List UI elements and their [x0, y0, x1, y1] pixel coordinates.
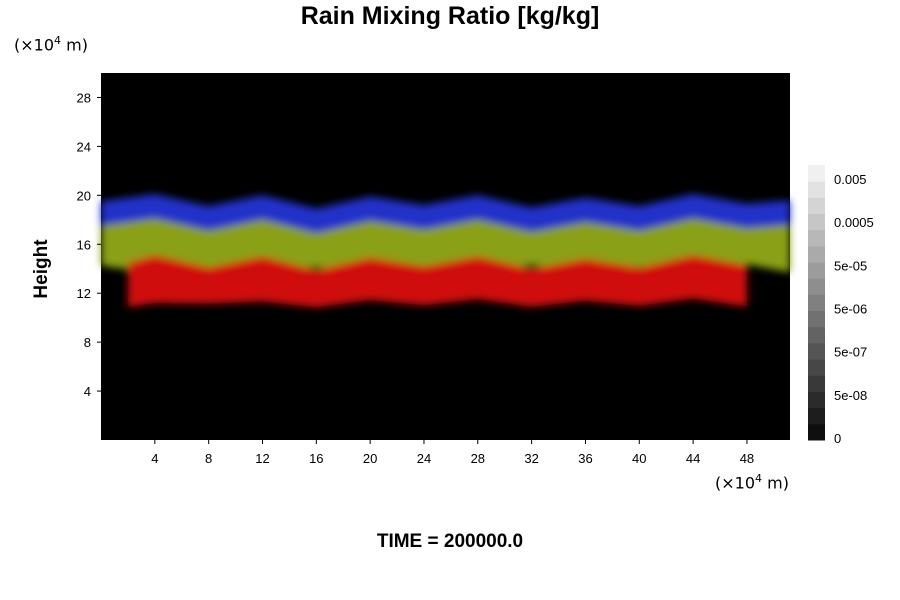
colorbar-level: [808, 262, 825, 279]
y-tick-label: 28: [77, 90, 91, 105]
colorbar-label: 5e-08: [834, 388, 867, 403]
x-tick-label: 8: [205, 451, 212, 466]
x-unit-exponent: 4: [755, 472, 763, 485]
colorbar-label: 0.0005: [834, 215, 874, 230]
x-tick-label: 32: [524, 451, 538, 466]
x-tick-label: 20: [363, 451, 377, 466]
y-tick-label: 8: [84, 335, 91, 350]
colorbar-level: [808, 407, 825, 425]
time-label: TIME = 200000.0: [376, 531, 524, 552]
colorbar-level: [808, 197, 825, 215]
colorbar-level: [808, 165, 825, 182]
colorbar-level: [808, 278, 825, 295]
colorbar: 0.005 0.0005 5e-05 5e-06 5e-07 5e-08 0: [808, 165, 874, 446]
x-tick-label: 16: [309, 451, 323, 466]
x-tick-label: 36: [578, 451, 592, 466]
y-ticks: 4 8 12 16 20 24 28: [77, 90, 101, 399]
colorbar-level: [808, 342, 825, 360]
x-unit-prefix: (×10: [715, 473, 756, 493]
colorbar-level: [808, 181, 825, 198]
x-tick-label: 40: [632, 451, 646, 466]
field-layers: [101, 194, 790, 308]
chart-title: Rain Mixing Ratio [kg/kg]: [300, 2, 600, 30]
x-tick-label: 48: [740, 451, 754, 466]
x-tick-label: 28: [471, 451, 485, 466]
y-axis-unit: (×104 m): [14, 34, 88, 54]
colorbar-level: [808, 245, 825, 263]
x-axis-unit: (×104 m): [715, 472, 789, 492]
y-tick-label: 24: [77, 139, 91, 154]
colorbar-label: 5e-05: [834, 258, 867, 273]
y-tick-label: 12: [77, 286, 91, 301]
y-tick-label: 20: [77, 188, 91, 203]
colorbar-level: [808, 375, 825, 392]
y-unit-exponent: 4: [54, 34, 62, 47]
x-tick-label: 4: [151, 451, 158, 466]
x-tick-label: 24: [417, 451, 431, 466]
colorbar-level: [808, 359, 825, 376]
y-unit-suffix: m): [61, 35, 88, 55]
y-unit-prefix: (×10: [14, 35, 55, 55]
x-ticks: 4 8 12 16 20 24 28 32 36 40 44 48: [151, 440, 754, 466]
colorbar-label: 0.005: [834, 172, 867, 187]
colorbar-level: [808, 213, 825, 231]
colorbar-label: 5e-07: [834, 345, 867, 360]
colorbar-label: 5e-06: [834, 302, 867, 317]
colorbar-label: 0: [834, 431, 841, 446]
colorbar-level: [808, 229, 825, 247]
colorbar-level: [808, 326, 825, 344]
x-unit-suffix: m): [762, 473, 789, 493]
y-tick-label: 4: [84, 384, 91, 399]
colorbar-level: [808, 294, 825, 312]
x-tick-label: 44: [686, 451, 700, 466]
colorbar-level: [808, 423, 825, 441]
colorbar-level: [808, 391, 825, 409]
field-layer-2: [127, 255, 747, 308]
colorbar-level: [808, 310, 825, 328]
y-tick-label: 16: [77, 237, 91, 252]
x-tick-label: 12: [255, 451, 269, 466]
